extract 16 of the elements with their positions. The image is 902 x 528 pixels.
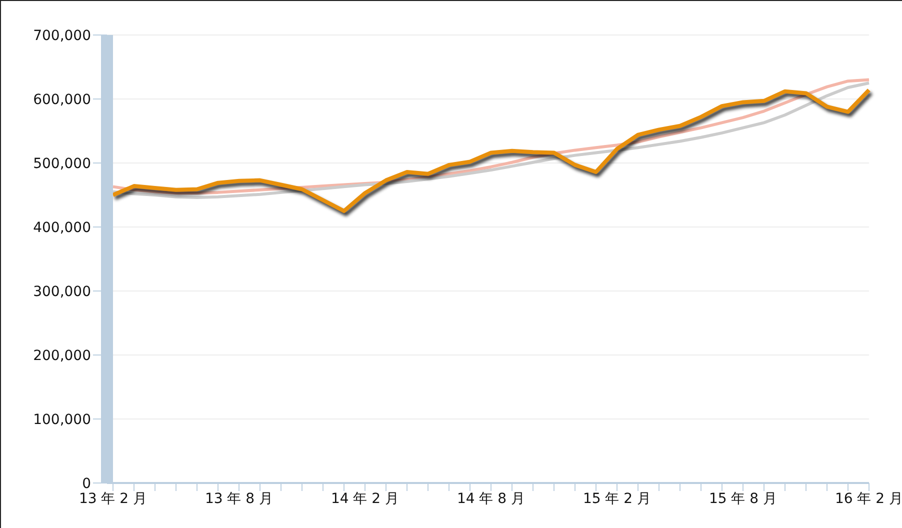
y-tick-label: 500,000 bbox=[33, 156, 91, 172]
y-tick-label: 100,000 bbox=[33, 412, 91, 428]
x-tick-label: 14 年 2 月 bbox=[330, 490, 400, 507]
x-tick-label: 14 年 8 月 bbox=[456, 490, 526, 507]
y-tick-label: 400,000 bbox=[33, 220, 91, 236]
line-series bbox=[111, 88, 871, 213]
y-tick-label: 200,000 bbox=[33, 348, 91, 364]
y-tick-label: 600,000 bbox=[33, 92, 91, 108]
x-tick-label: 16 年 2 月 bbox=[834, 490, 902, 507]
y-tick-label: 300,000 bbox=[33, 284, 91, 300]
x-tick-label: 15 年 2 月 bbox=[582, 490, 652, 507]
x-tick-label: 13 年 8 月 bbox=[204, 490, 274, 507]
y-tick-label: 700,000 bbox=[33, 28, 91, 44]
y-tick-label: 0 bbox=[82, 476, 91, 492]
x-tick-label: 13 年 2 月 bbox=[78, 490, 148, 507]
x-tick-label: 15 年 8 月 bbox=[708, 490, 778, 507]
